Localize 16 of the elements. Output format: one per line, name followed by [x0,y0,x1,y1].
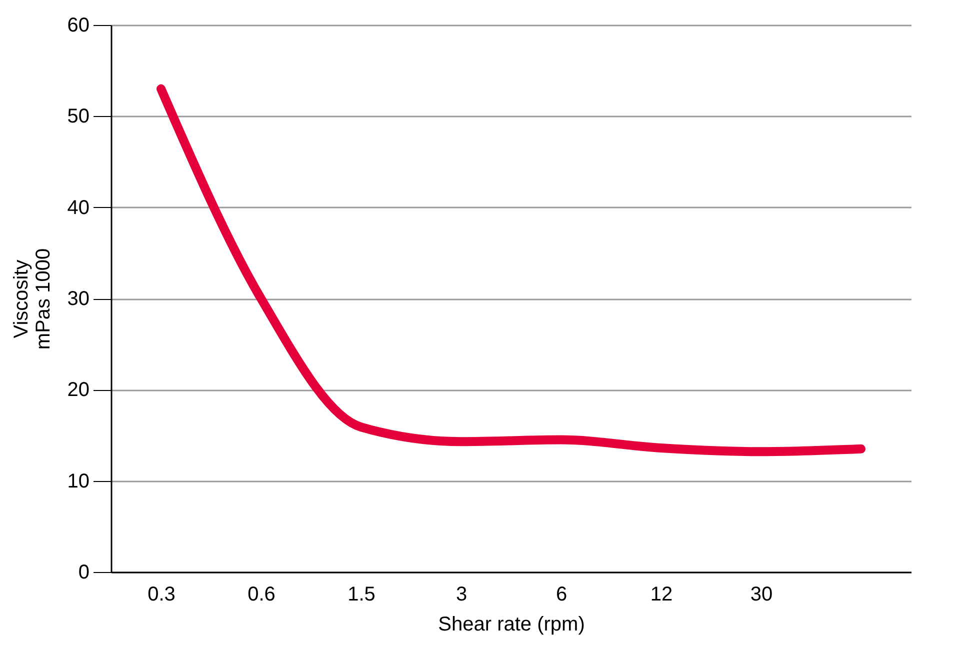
x-tick-label: 1.5 [348,584,376,606]
x-tick-label: 30 [750,584,773,606]
x-tick-label: 0.3 [148,584,176,606]
y-tick-label: 50 [67,106,90,128]
y-tick-label: 20 [67,379,90,402]
x-axis-title: Shear rate (rpm) [438,614,585,636]
y-axis-title: Viscosity mPas 1000 [10,248,54,350]
x-tick-label: 0.6 [248,584,276,606]
x-tick-label: 12 [650,584,673,606]
y-tick-label: 60 [67,14,90,36]
y-tick-label: 30 [67,288,90,310]
y-tick-label: 40 [67,196,90,219]
y-tick-label: 0 [78,562,90,584]
x-tick-label: 3 [456,584,468,606]
x-tick-label: 6 [556,584,568,606]
y-tick-label: 10 [67,470,90,492]
